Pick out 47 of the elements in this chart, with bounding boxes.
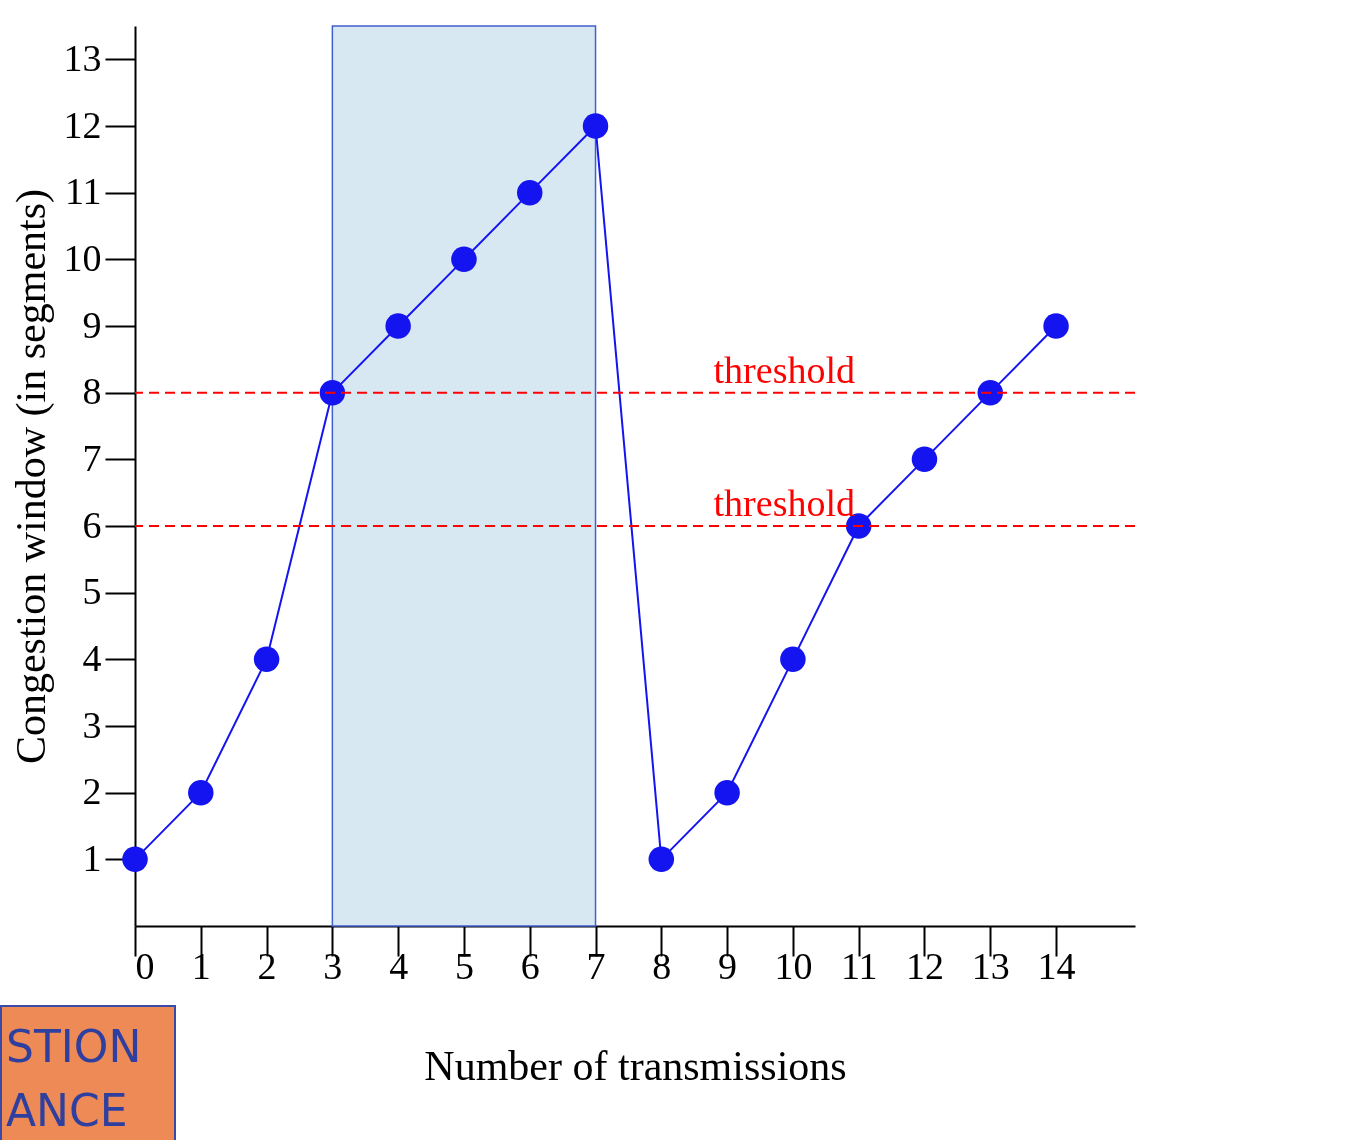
point	[319, 379, 346, 406]
ref-line-label: threshold	[713, 482, 855, 524]
y-tick-label: 10	[63, 236, 102, 279]
x-tick-label: 4	[389, 944, 409, 987]
point	[582, 113, 609, 139]
x-tick-label: 11	[840, 944, 878, 987]
x-tick-label: 0	[135, 944, 155, 987]
y-axis-title: Congestion window (in segments)	[7, 188, 55, 765]
y-tick-label: 12	[63, 103, 102, 146]
x-tick-label: 6	[520, 944, 540, 987]
point	[122, 846, 148, 873]
point	[977, 379, 1004, 406]
y-tick-label: 11	[64, 170, 102, 213]
point	[188, 779, 214, 806]
x-tick-label: 2	[257, 944, 277, 987]
x-tick-label: 5	[454, 944, 474, 987]
y-tick-label: 4	[82, 636, 102, 679]
y-tick-label: 6	[82, 503, 102, 546]
point	[385, 313, 411, 339]
y-tick-label: 5	[82, 570, 102, 613]
y-tick-label: 13	[63, 36, 102, 79]
x-tick-label: 10	[774, 944, 813, 987]
y-tick-label: 8	[82, 370, 102, 413]
x-tick-label: 13	[971, 944, 1010, 987]
point	[1043, 313, 1069, 339]
x-tick-label: 9	[718, 944, 738, 987]
y-tick-label: 2	[82, 770, 102, 813]
point	[516, 179, 543, 206]
point	[253, 646, 280, 673]
point	[780, 646, 806, 673]
point	[911, 446, 938, 473]
y-tick-label: 3	[82, 703, 102, 746]
x-tick-label: 7	[586, 944, 606, 987]
y-tick-label: 9	[82, 303, 102, 346]
x-axis-title: Number of transmissions	[424, 1042, 847, 1089]
x-tick-label: 3	[323, 944, 343, 987]
x-tick-label: 8	[652, 944, 672, 987]
point	[648, 846, 675, 873]
ref-line-label: threshold	[713, 348, 855, 391]
callout-box: STION ANCE	[0, 1005, 176, 1140]
y-tick-label: 1	[82, 836, 102, 879]
x-tick-label: 14	[1037, 944, 1076, 987]
x-tick-label: 12	[905, 944, 944, 987]
y-tick-label: 7	[82, 436, 102, 479]
point	[714, 779, 740, 806]
x-tick-label: 1	[191, 944, 211, 987]
point	[451, 246, 477, 273]
